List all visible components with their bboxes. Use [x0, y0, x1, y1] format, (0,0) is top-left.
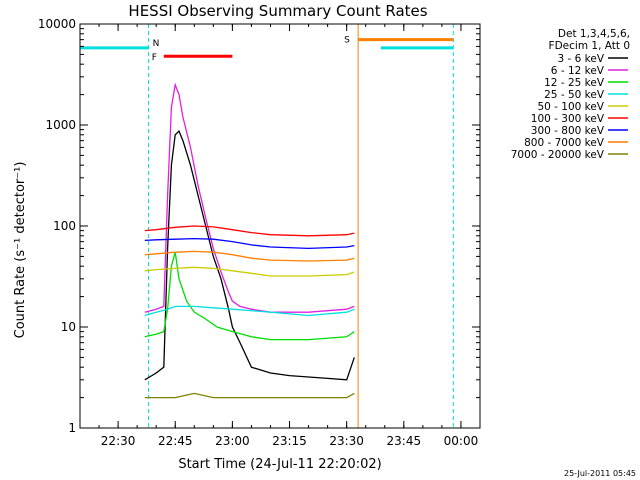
flare-bar-label: F	[152, 53, 157, 63]
plot-area: N S F	[80, 24, 454, 428]
y-tick-label: 10000	[38, 17, 76, 31]
timestamp: 25-Jul-2011 05:45	[564, 469, 636, 478]
legend-entry-label: 12 - 25 keV	[544, 77, 605, 89]
series-line-6-12-kev	[144, 82, 355, 313]
series-line-7000-20000-kev	[144, 392, 355, 399]
x-axis-label: Start Time (24-Jul-11 22:20:02)	[178, 457, 381, 472]
y-tick-label: 100	[53, 219, 76, 233]
series-line-300-800-kev	[144, 237, 355, 250]
series-line-25-50-kev	[144, 305, 355, 317]
plot-frame	[79, 23, 481, 429]
legend-entry-label: 100 - 300 keV	[531, 113, 605, 125]
x-tick-label: 23:30	[329, 434, 364, 448]
y-tick-label: 1000	[45, 118, 76, 132]
y-tick-label: 10	[61, 320, 76, 334]
series-line-100-300-kev	[144, 225, 355, 237]
legend-entry-label: 3 - 6 keV	[557, 53, 604, 65]
x-tick-label: 23:45	[387, 434, 422, 448]
x-tick-label: 00:00	[444, 434, 479, 448]
legend-header-line: Det 1,3,4,5,6,	[558, 28, 630, 40]
legend-entry-label: 800 - 7000 keV	[524, 137, 605, 149]
chart-title: HESSI Observing Summary Count Rates	[128, 2, 427, 20]
legend-entry-label: 7000 - 20000 keV	[511, 149, 605, 161]
legend-entry-label: 300 - 800 keV	[531, 125, 605, 137]
legend-entry-label: 6 - 12 keV	[551, 65, 605, 77]
y-tick-label: 1	[68, 421, 76, 435]
saa-bar-label: S	[344, 36, 350, 46]
legend-entry-label: 25 - 50 keV	[544, 89, 605, 101]
series-line-800-7000-kev	[144, 250, 355, 262]
x-tick-label: 23:15	[272, 434, 307, 448]
series-line-12-25-kev	[144, 252, 355, 341]
night-bar-label: N	[153, 39, 160, 49]
x-tick-label: 22:45	[158, 434, 193, 448]
y-axis-label: Count Rate (s⁻¹ detector⁻¹)	[13, 162, 28, 339]
axes: 22:30 22:45 23:00 23:15 23:30 23:45 00:00 1 10 10…	[38, 17, 481, 448]
legend: Det 1,3,4,5,6,FDecim 1, Att 03 - 6 keV6 …	[511, 28, 630, 161]
series-line-3-6-kev	[144, 129, 355, 381]
series-line-50-100-kev	[144, 266, 355, 277]
x-tick-label: 22:30	[101, 434, 136, 448]
legend-entry-label: 50 - 100 keV	[537, 101, 604, 113]
x-tick-label: 23:00	[215, 434, 250, 448]
legend-header-line: FDecim 1, Att 0	[549, 40, 630, 52]
